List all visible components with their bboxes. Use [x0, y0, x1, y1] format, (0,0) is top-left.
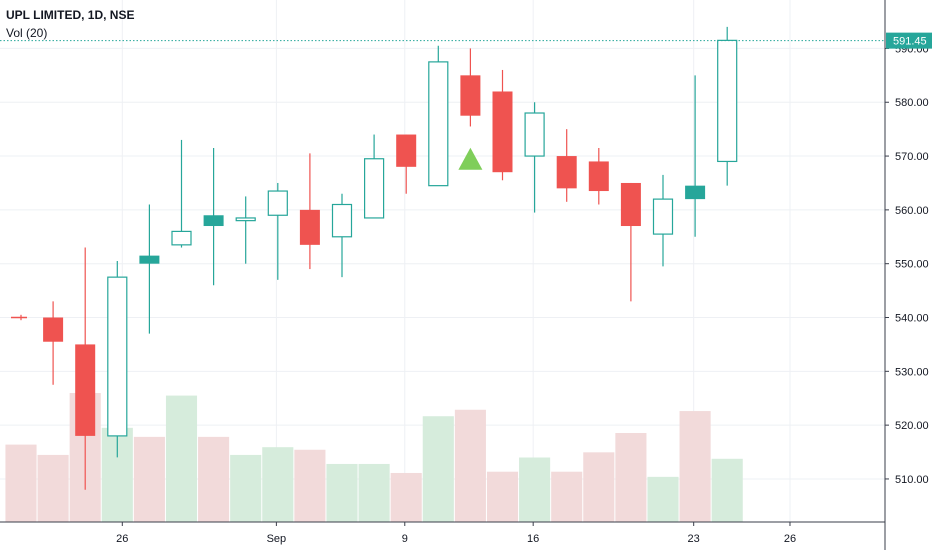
candle-body: [331, 203, 353, 238]
volume-bar: [422, 416, 454, 522]
candle[interactable]: [556, 129, 577, 202]
candle-body: [235, 217, 256, 222]
candle[interactable]: [235, 196, 256, 264]
candle-body: [364, 158, 385, 219]
candle-body: [171, 230, 192, 246]
time-tick-label: 16: [527, 533, 539, 545]
last-price-badge: 591.45: [886, 32, 932, 49]
candle-body: [652, 198, 674, 235]
volume-bar: [583, 452, 615, 522]
candle[interactable]: [364, 134, 385, 219]
symbol-title[interactable]: UPL LIMITED, 1D, NSE: [6, 8, 135, 22]
candle[interactable]: [139, 204, 160, 334]
volume-bar: [230, 454, 262, 522]
price-tick-label: 520.00: [895, 420, 929, 432]
candle-body: [75, 344, 96, 436]
time-tick-label: 26: [116, 533, 128, 545]
last-price-badge-label: 591.45: [893, 36, 927, 48]
volume-bar: [454, 409, 486, 522]
volume-bar: [326, 463, 358, 522]
candle[interactable]: [717, 26, 738, 186]
volume-bar: [615, 432, 647, 522]
signal-markers: [458, 147, 483, 170]
candle-body: [620, 182, 641, 227]
candle-body: [524, 112, 545, 157]
volume-bar: [133, 436, 165, 522]
volume-bar: [647, 476, 679, 522]
volume-bars: [5, 393, 743, 522]
candle[interactable]: [588, 147, 609, 205]
volume-bar: [711, 458, 743, 522]
price-tick-label: 560.00: [895, 205, 929, 217]
candle[interactable]: [524, 102, 545, 213]
candle[interactable]: [203, 147, 224, 286]
buy-signal-icon: [458, 147, 483, 170]
candle-body: [717, 39, 738, 163]
candle-body: [685, 185, 706, 200]
candle-body: [460, 75, 481, 116]
price-tick-label: 540.00: [895, 313, 929, 325]
candle-body: [396, 134, 417, 167]
candle[interactable]: [299, 153, 320, 270]
candle-body: [107, 276, 128, 437]
candle[interactable]: [428, 45, 449, 187]
volume-bar: [198, 436, 230, 522]
volume-bar: [262, 447, 294, 522]
candle[interactable]: [75, 247, 96, 490]
time-tick-label: Sep: [267, 533, 287, 545]
candle-body: [139, 255, 160, 264]
candle-body: [556, 156, 577, 189]
candle[interactable]: [11, 314, 27, 321]
volume-bar: [679, 411, 711, 522]
time-tick-label: 23: [688, 533, 700, 545]
candle[interactable]: [620, 182, 641, 302]
candle[interactable]: [685, 75, 706, 237]
candle-body: [267, 190, 288, 216]
candle[interactable]: [331, 193, 353, 278]
candle[interactable]: [492, 69, 513, 181]
volume-bar: [519, 457, 551, 522]
candle-body: [299, 209, 320, 245]
candle-body: [428, 61, 449, 187]
volume-bar: [358, 463, 390, 522]
volume-indicator-label[interactable]: Vol (20): [6, 26, 48, 40]
last-price-badge-bg: [886, 32, 932, 49]
volume-bar: [5, 444, 37, 522]
volume-bar: [486, 471, 519, 522]
time-tick-label: 26: [784, 533, 796, 545]
candle[interactable]: [267, 182, 288, 280]
volume-bar: [37, 454, 69, 522]
candle[interactable]: [652, 174, 674, 267]
candle[interactable]: [171, 139, 192, 248]
candle-body: [43, 317, 64, 342]
price-tick-label: 580.00: [895, 97, 929, 109]
candles: [11, 26, 738, 490]
candle-body: [203, 215, 224, 227]
volume-bar: [165, 395, 198, 522]
candle-body: [492, 91, 513, 173]
candle[interactable]: [460, 48, 481, 127]
candle[interactable]: [43, 301, 64, 385]
price-tick-label: 550.00: [895, 259, 929, 271]
volume-bar: [551, 471, 583, 522]
volume-bar: [390, 472, 422, 522]
legend: UPL LIMITED, 1D, NSE Vol (20): [6, 8, 134, 40]
price-tick-label: 570.00: [895, 151, 929, 163]
time-tick-label: 9: [402, 533, 408, 545]
candle[interactable]: [107, 261, 128, 458]
price-tick-label: 510.00: [895, 474, 929, 486]
candle-body: [588, 161, 609, 192]
candle[interactable]: [396, 134, 417, 194]
price-tick-label: 530.00: [895, 366, 929, 378]
volume-bar: [294, 449, 326, 522]
